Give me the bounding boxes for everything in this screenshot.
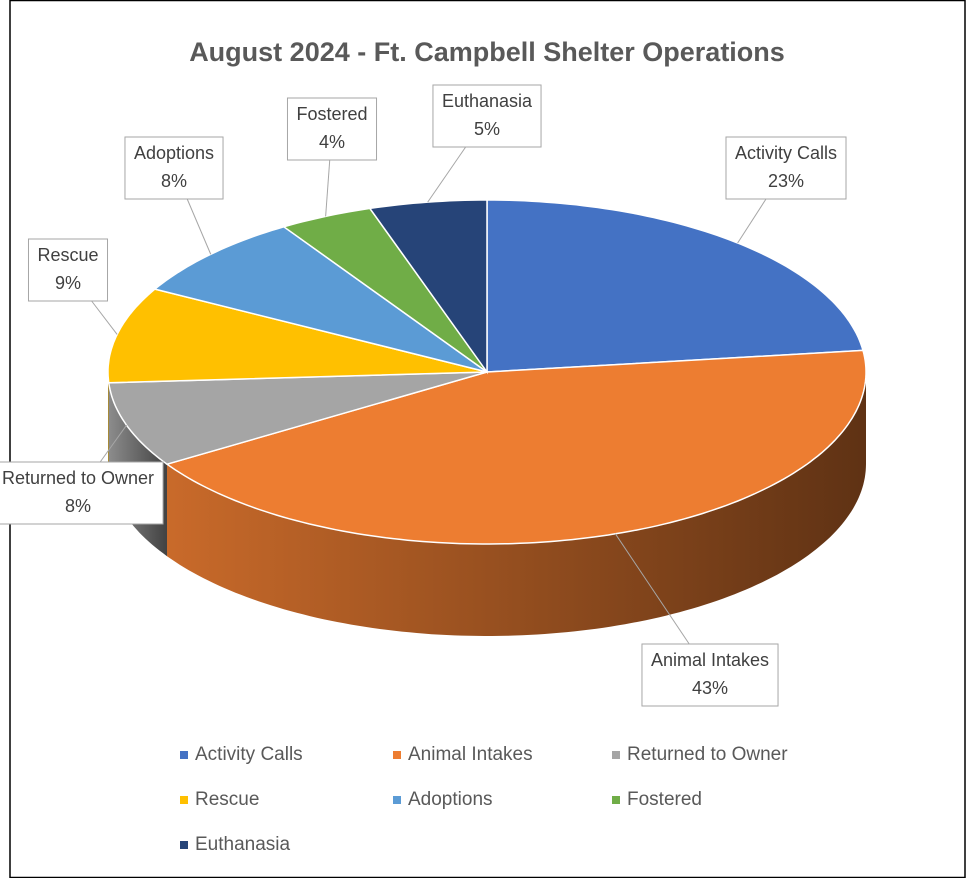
label-box: [124, 136, 224, 200]
data-label-name: Rescue: [37, 245, 98, 265]
data-label-name: Fostered: [296, 104, 367, 124]
legend-swatch: [393, 751, 401, 759]
data-label-value: 5%: [474, 119, 500, 139]
slice: [153, 225, 488, 373]
data-label-value: 9%: [55, 273, 81, 293]
legend-label: Animal Intakes: [408, 744, 533, 765]
legend-swatch: [612, 796, 620, 804]
slice-side: [167, 372, 866, 636]
label-box: [0, 461, 164, 525]
label-box: [27, 238, 109, 302]
data-label-name: Euthanasia: [442, 91, 533, 111]
data-label-value: 8%: [161, 171, 187, 191]
legend-swatch: [180, 751, 188, 759]
chart-title: August 2024 - Ft. Campbell Shelter Opera…: [189, 37, 785, 67]
data-label-value: 8%: [65, 496, 91, 516]
legend-swatch: [393, 796, 401, 804]
leader-line: [427, 146, 467, 203]
label-box: [725, 136, 847, 200]
legend-swatch: [180, 796, 188, 804]
data-label-value: 43%: [692, 678, 728, 698]
label-box: [432, 84, 542, 148]
data-label-value: 4%: [319, 132, 345, 152]
data-label-name: Returned to Owner: [2, 468, 154, 488]
slice-side: [108, 372, 109, 475]
leader-line: [99, 424, 127, 463]
leader-line: [186, 198, 212, 255]
legend-swatch: [612, 751, 620, 759]
leader-line: [614, 533, 690, 645]
data-label-value: 23%: [768, 171, 804, 191]
legend-label: Returned to Owner: [627, 744, 788, 765]
slice: [486, 199, 864, 373]
label-box: [641, 643, 779, 707]
leader-line: [325, 159, 331, 217]
legend-label: Adoptions: [408, 789, 493, 810]
legend-label: Activity Calls: [195, 744, 303, 765]
data-label-name: Activity Calls: [735, 143, 837, 163]
data-label-name: Adoptions: [134, 143, 214, 163]
slice: [282, 207, 488, 373]
leader-line: [91, 300, 118, 335]
label-box: [286, 97, 378, 161]
legend-label: Euthanasia: [195, 834, 291, 855]
leader-line: [737, 198, 767, 244]
legend-swatch: [180, 841, 188, 849]
slice: [165, 349, 867, 545]
legend-label: Rescue: [195, 789, 259, 810]
data-label-name: Animal Intakes: [651, 650, 769, 670]
legend-label: Fostered: [627, 789, 702, 810]
